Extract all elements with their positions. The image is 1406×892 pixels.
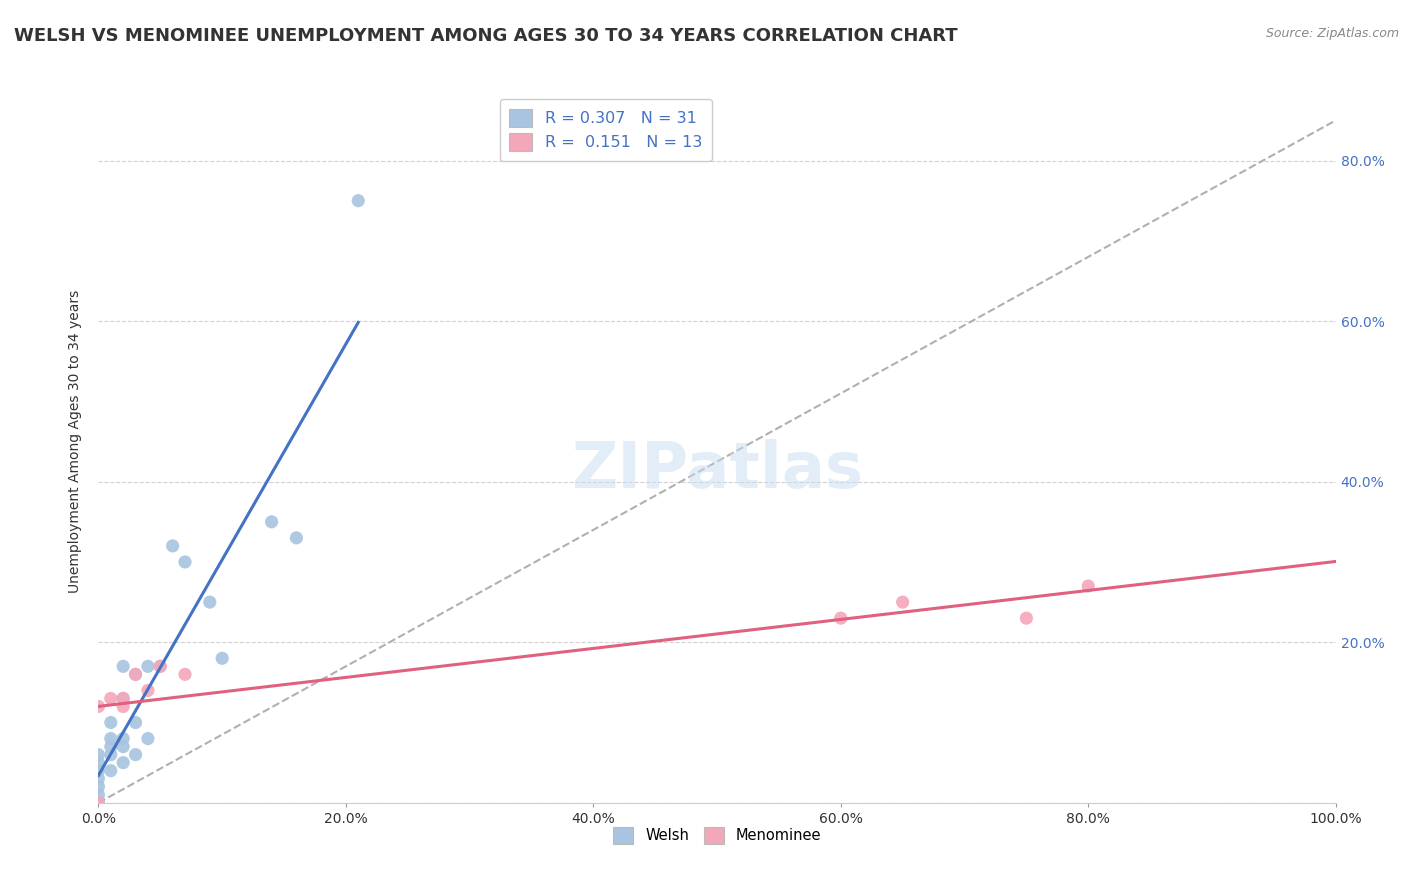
Point: [100, 715, 122, 730]
Point: [198, 595, 221, 609]
Point: [112, 739, 135, 754]
Point: [87, 796, 110, 810]
Point: [174, 555, 197, 569]
Point: [112, 659, 135, 673]
Point: [136, 659, 159, 673]
Point: [100, 747, 122, 762]
Y-axis label: Unemployment Among Ages 30 to 34 years: Unemployment Among Ages 30 to 34 years: [69, 290, 83, 593]
Point: [87, 788, 110, 802]
Point: [87, 699, 110, 714]
Point: [149, 659, 172, 673]
Point: [112, 691, 135, 706]
Point: [112, 731, 135, 746]
Point: [136, 683, 159, 698]
Text: ZIPatlas: ZIPatlas: [571, 440, 863, 501]
Point: [891, 595, 914, 609]
Text: Source: ZipAtlas.com: Source: ZipAtlas.com: [1265, 27, 1399, 40]
Legend: Welsh, Menominee: Welsh, Menominee: [607, 822, 827, 850]
Point: [162, 539, 184, 553]
Point: [112, 699, 135, 714]
Text: WELSH VS MENOMINEE UNEMPLOYMENT AMONG AGES 30 TO 34 YEARS CORRELATION CHART: WELSH VS MENOMINEE UNEMPLOYMENT AMONG AG…: [14, 27, 957, 45]
Point: [174, 667, 197, 681]
Point: [100, 764, 122, 778]
Point: [112, 756, 135, 770]
Point: [87, 747, 110, 762]
Point: [100, 691, 122, 706]
Point: [124, 747, 146, 762]
Point: [124, 715, 146, 730]
Point: [100, 731, 122, 746]
Point: [87, 796, 110, 810]
Point: [260, 515, 283, 529]
Point: [149, 659, 172, 673]
Point: [124, 667, 146, 681]
Point: [1077, 579, 1099, 593]
Point: [211, 651, 233, 665]
Point: [347, 194, 370, 208]
Point: [87, 780, 110, 794]
Point: [1015, 611, 1038, 625]
Point: [112, 691, 135, 706]
Point: [136, 731, 159, 746]
Point: [87, 796, 110, 810]
Point: [285, 531, 308, 545]
Point: [124, 667, 146, 681]
Point: [830, 611, 852, 625]
Point: [87, 764, 110, 778]
Point: [87, 756, 110, 770]
Point: [87, 772, 110, 786]
Point: [100, 739, 122, 754]
